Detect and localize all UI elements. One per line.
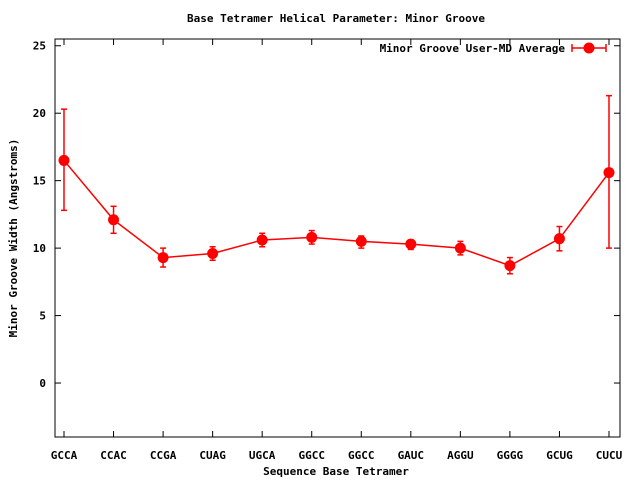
data-point	[306, 231, 318, 243]
data-point	[207, 248, 219, 260]
y-tick-label: 15	[33, 175, 46, 188]
x-tick-label: GGCC	[348, 449, 375, 462]
data-point	[58, 154, 70, 166]
x-axis: GCCA CCAC CCGA CUAG UGCA GGCC GGCC GAUC AGGU GGGG…	[51, 39, 623, 462]
legend-label: Minor Groove User-MD Average	[380, 42, 566, 55]
x-tick-label: GCCA	[51, 449, 78, 462]
x-tick-label: GAUC	[398, 449, 425, 462]
data-point	[256, 234, 268, 246]
data-point	[108, 214, 120, 226]
x-tick-label: AGGU	[447, 449, 474, 462]
x-tick-label: CUAG	[199, 449, 226, 462]
series-layer	[58, 94, 615, 275]
legend: Minor Groove User-MD Average	[380, 42, 607, 55]
series-line	[63, 159, 610, 267]
legend-marker	[583, 42, 595, 54]
y-tick-label: 10	[33, 242, 46, 255]
data-point	[157, 252, 169, 264]
y-axis: 0 5 10 15 20 25	[33, 40, 620, 390]
y-axis-label: Minor Groove Width (Angstroms)	[7, 139, 20, 338]
x-tick-label: CCGA	[150, 449, 177, 462]
x-axis-label: Sequence Base Tetramer	[263, 465, 409, 478]
data-point	[355, 235, 367, 247]
x-tick-label: CCAC	[100, 449, 127, 462]
x-tick-label: GCUG	[546, 449, 573, 462]
y-tick-label: 0	[39, 377, 46, 390]
y-tick-label: 5	[39, 310, 46, 323]
data-point	[454, 242, 466, 254]
data-point	[504, 260, 516, 272]
x-tick-label: UGCA	[249, 449, 276, 462]
x-tick-label: CUCU	[596, 449, 623, 462]
y-tick-label: 25	[33, 40, 46, 53]
data-point	[405, 238, 417, 250]
plot-frame	[54, 38, 621, 438]
chart-title: Base Tetramer Helical Parameter: Minor G…	[187, 12, 485, 25]
data-point	[553, 233, 565, 245]
x-tick-label: GGGG	[497, 449, 524, 462]
data-point	[603, 167, 615, 179]
x-tick-label: GGCC	[298, 449, 325, 462]
y-tick-label: 20	[33, 107, 46, 120]
